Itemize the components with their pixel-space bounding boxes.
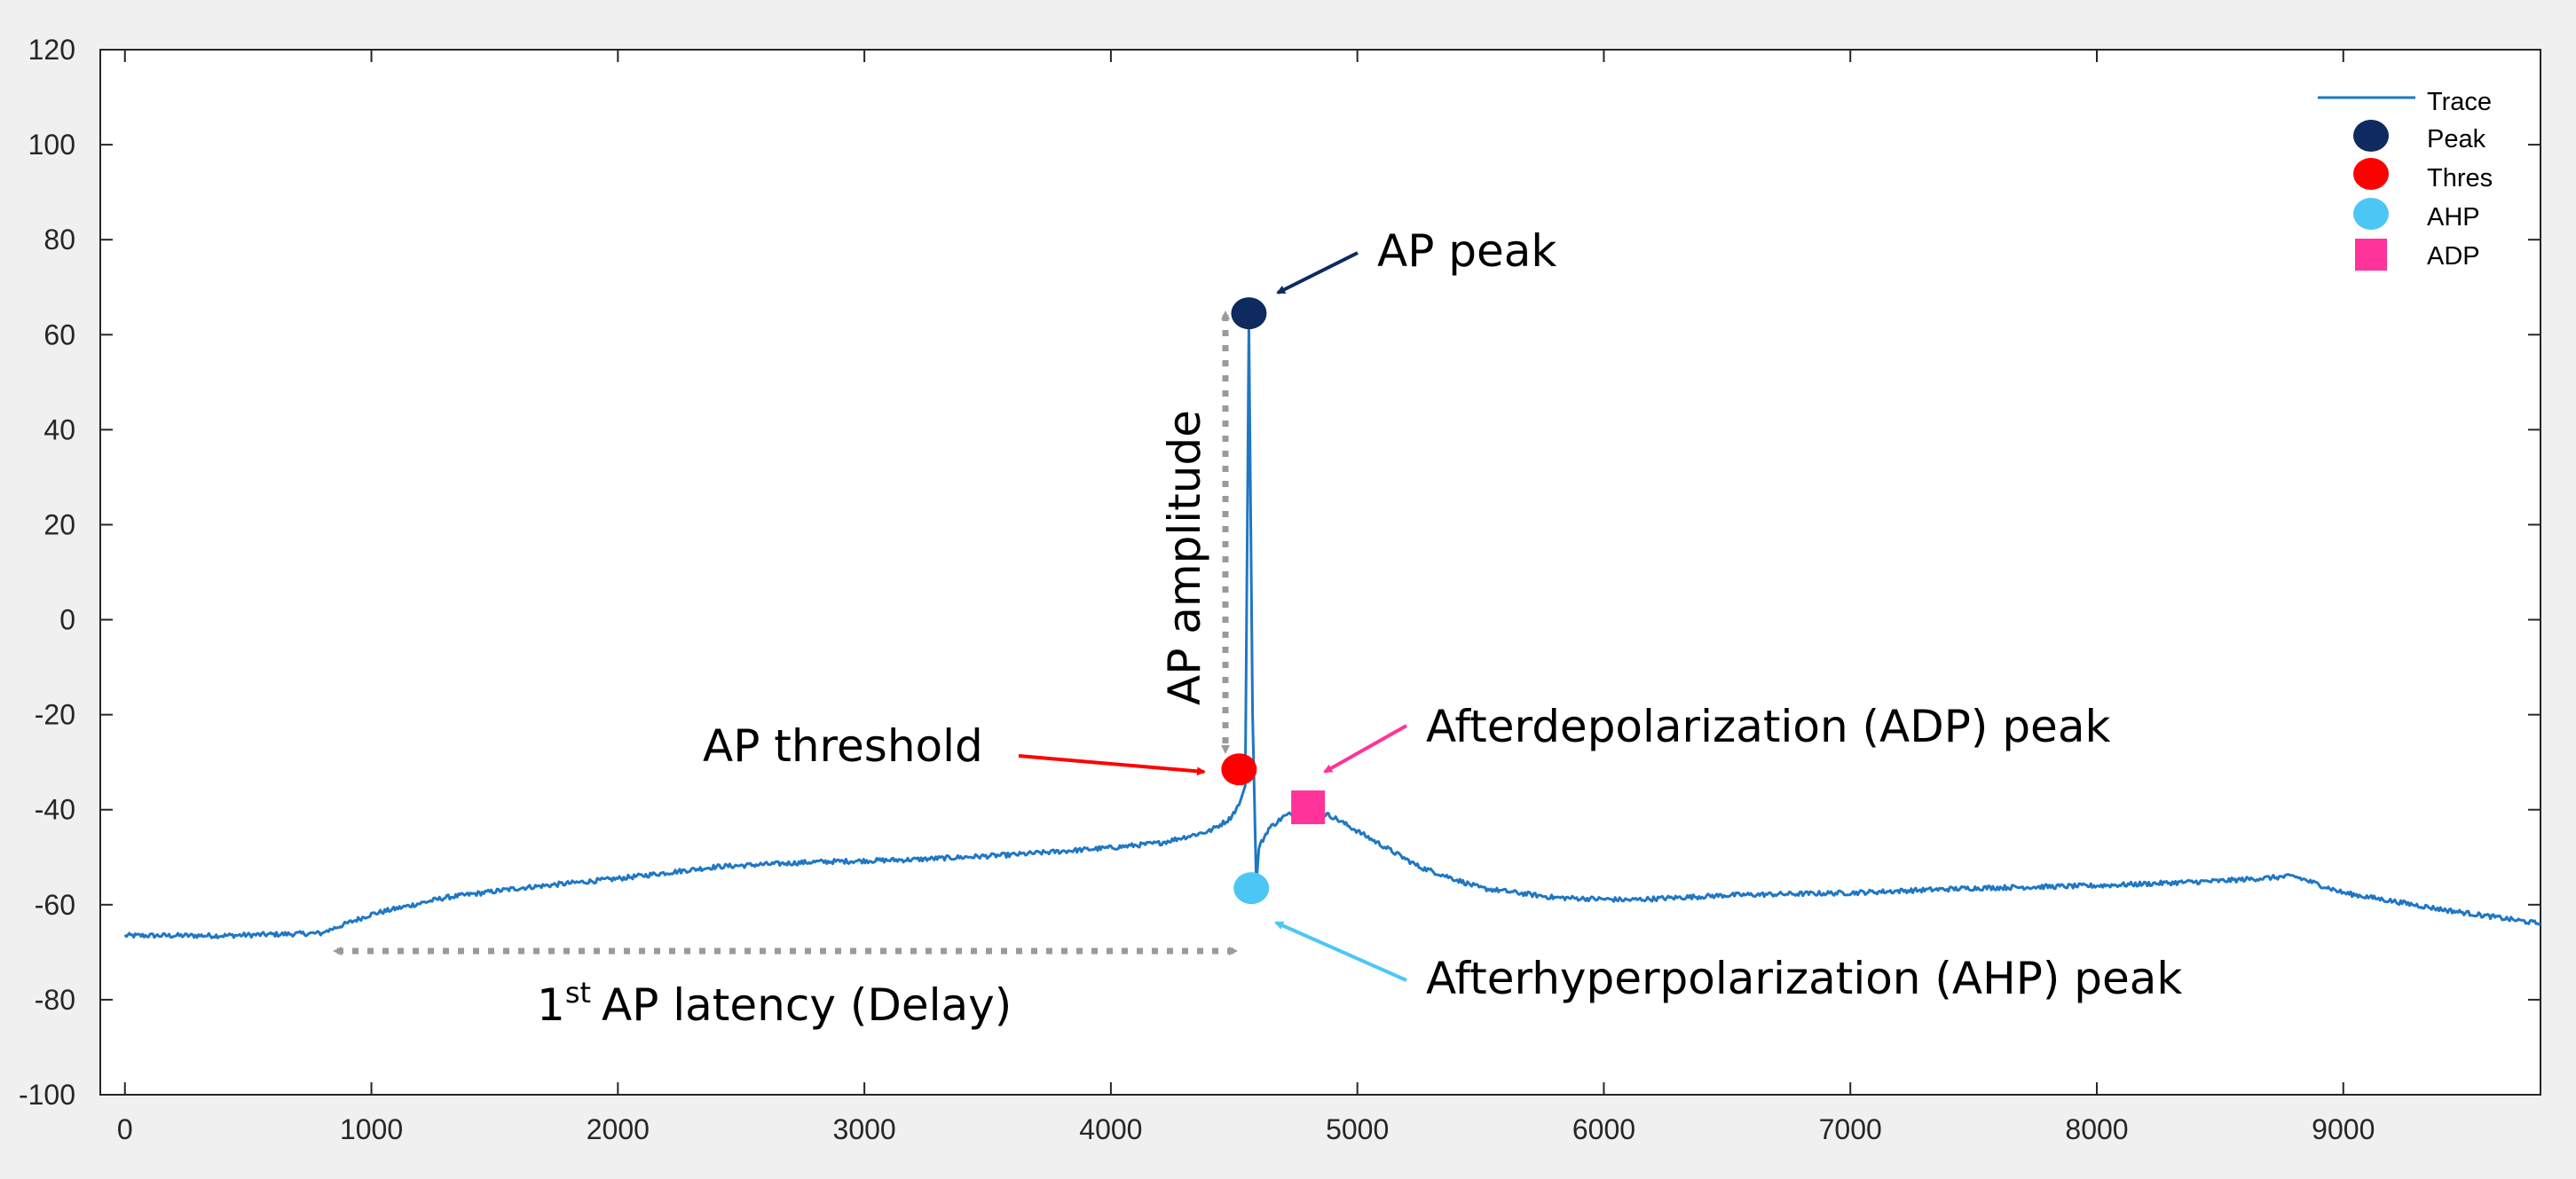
x-tick-label: 4000: [1079, 1113, 1142, 1145]
latency-label-superscript: st: [565, 976, 591, 1010]
x-tick-label: 8000: [2065, 1113, 2128, 1145]
latency-label-rest: AP latency (Delay): [602, 979, 1012, 1031]
legend-peak-label: Peak: [2427, 125, 2486, 153]
ap-threshold-arrow: [1018, 754, 1206, 776]
latency-label-number: 1: [537, 979, 565, 1031]
adp-label: Afterdepolarization (ADP) peak: [1426, 701, 2110, 752]
adp-marker: [1291, 790, 1326, 825]
y-tick-label: -20: [35, 699, 75, 731]
thres-marker: [1221, 753, 1257, 786]
y-tick-label: 0: [59, 604, 75, 636]
legend-adp-swatch: [2355, 239, 2387, 271]
legend-ahp-swatch: [2353, 198, 2389, 230]
legend-thres-label: Thres: [2427, 164, 2493, 193]
axis-ticks: -100 -80 -60 -40 -20 0 20 40 60 80 100 120 0 1000 2000…: [19, 34, 2541, 1145]
ap-peak-arrow: [1276, 251, 1359, 295]
ahp-marker: [1233, 872, 1270, 905]
x-tick-label: 6000: [1572, 1113, 1635, 1145]
ahp-arrow: [1274, 921, 1407, 982]
peak-marker: [1231, 297, 1267, 330]
x-tick-label: 2000: [587, 1113, 650, 1145]
y-tick-label: 120: [28, 34, 75, 66]
y-tick-label: 40: [43, 413, 75, 445]
legend-adp-label: ADP: [2427, 242, 2480, 271]
x-tick-label: 9000: [2312, 1113, 2375, 1145]
ap-threshold-label: AP threshold: [703, 720, 983, 772]
markers-layer: [1221, 297, 1326, 905]
x-tick-label: 5000: [1326, 1113, 1389, 1145]
x-tick-label: 0: [117, 1113, 133, 1145]
x-tick-label: 1000: [340, 1113, 403, 1145]
y-tick-label: 80: [43, 224, 75, 255]
y-tick-label: 20: [43, 508, 75, 540]
y-tick-label: -40: [35, 794, 75, 826]
legend-ahp-label: AHP: [2427, 203, 2480, 232]
legend-thres-swatch: [2353, 158, 2389, 190]
plot-area: [99, 49, 2541, 1096]
y-tick-label: 60: [43, 318, 75, 350]
y-tick-label: -100: [19, 1079, 75, 1111]
y-tick-label: 100: [28, 129, 75, 161]
ap-amplitude-label: AP amplitude: [1159, 410, 1210, 705]
trace-line: [123, 324, 2541, 939]
legend-peak-swatch: [2353, 120, 2389, 152]
legend: Trace Peak Thres AHP ADP: [2318, 88, 2493, 271]
ap-peak-label: AP peak: [1377, 225, 1556, 277]
y-tick-label: -80: [35, 984, 75, 1016]
adp-arrow: [1323, 724, 1407, 774]
series-layer: [123, 324, 2541, 939]
legend-trace-label: Trace: [2427, 88, 2492, 116]
y-tick-label: -60: [35, 889, 75, 921]
x-tick-label: 7000: [1819, 1113, 1882, 1145]
latency-label: 1st AP latency (Delay): [537, 976, 1012, 1031]
ahp-label: Afterhyperpolarization (AHP) peak: [1426, 953, 2182, 1004]
x-tick-label: 3000: [833, 1113, 896, 1145]
